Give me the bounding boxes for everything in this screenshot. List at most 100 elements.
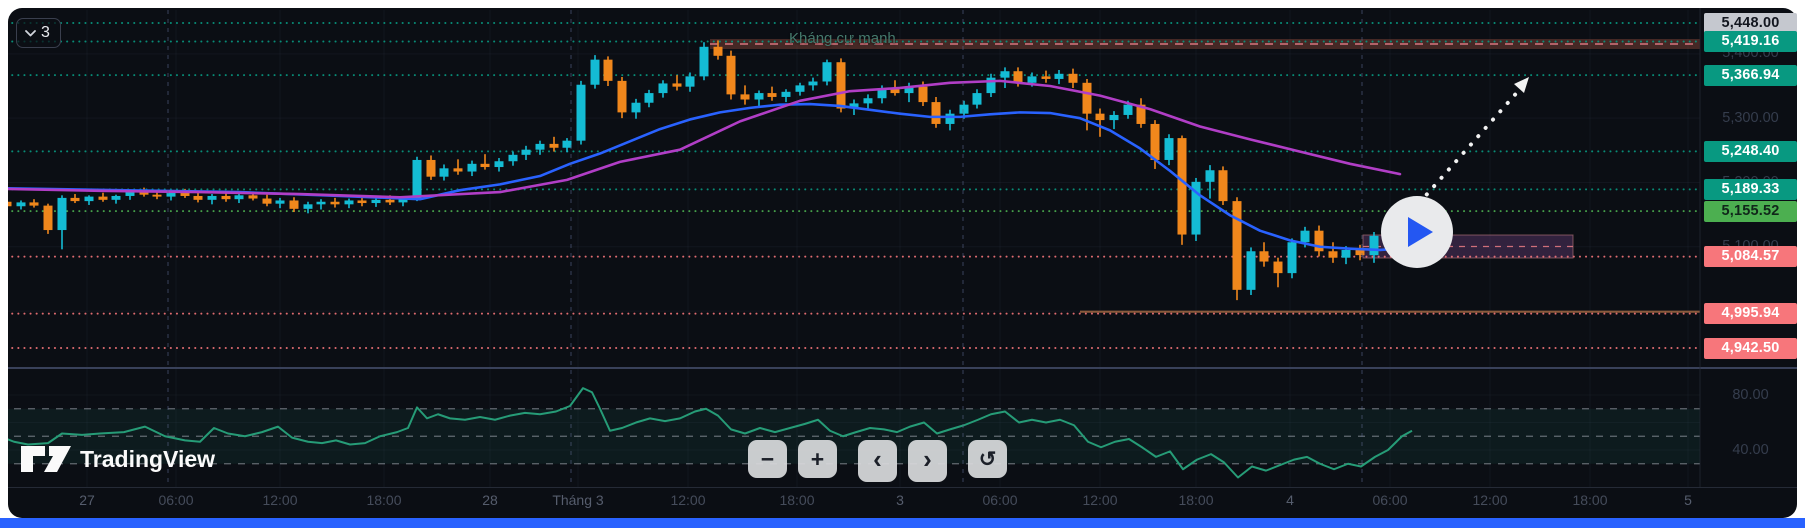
axis-price-label: 40.00 xyxy=(1732,441,1769,458)
candle xyxy=(1041,76,1051,79)
candle xyxy=(644,93,654,103)
time-axis-label: 4 xyxy=(1286,492,1294,508)
candle xyxy=(863,98,873,104)
candle xyxy=(890,89,900,94)
candle xyxy=(57,197,67,231)
candle xyxy=(658,83,668,94)
candle xyxy=(248,195,258,199)
candle xyxy=(43,205,53,231)
candle xyxy=(193,195,203,200)
candle xyxy=(1369,235,1379,256)
candle xyxy=(1136,104,1146,124)
candle xyxy=(1191,181,1201,235)
candle xyxy=(1000,71,1010,78)
candle xyxy=(275,200,285,204)
candle xyxy=(904,86,914,94)
candle xyxy=(166,192,176,197)
candle xyxy=(1218,170,1228,202)
chevron-left-icon: ‹ xyxy=(873,443,882,474)
candle xyxy=(986,77,996,94)
replay-play-button[interactable] xyxy=(1381,196,1453,268)
candle xyxy=(1205,170,1215,182)
candle xyxy=(1300,230,1310,243)
time-axis-label: 12:00 xyxy=(262,492,298,508)
time-axis-label: 5 xyxy=(1684,492,1692,508)
candle xyxy=(1068,73,1078,83)
candle xyxy=(1150,123,1160,160)
price-level-label: 5,248.40 xyxy=(1704,140,1797,162)
candle xyxy=(139,191,149,195)
candle xyxy=(590,59,600,85)
zoom-in-button[interactable]: + xyxy=(798,440,837,478)
candle xyxy=(877,89,887,99)
interval-label: 3 xyxy=(41,24,50,41)
candle xyxy=(754,93,764,100)
candle xyxy=(426,159,436,177)
candle xyxy=(1246,251,1256,290)
candle xyxy=(125,191,135,196)
reset-chart-button[interactable]: ↺ xyxy=(968,440,1007,478)
candle xyxy=(480,163,490,168)
candle xyxy=(808,81,818,86)
candle xyxy=(1123,104,1133,115)
time-axis-label: 18:00 xyxy=(1178,492,1214,508)
candle xyxy=(98,196,108,200)
candles[interactable] xyxy=(3,40,1406,301)
candle xyxy=(16,202,26,207)
candle xyxy=(617,80,627,113)
chevron-down-icon xyxy=(25,29,36,36)
candle xyxy=(1027,76,1037,83)
candle xyxy=(918,86,928,103)
candle xyxy=(344,200,354,205)
candle xyxy=(521,149,531,155)
candle xyxy=(631,102,641,113)
time-axis-label: 18:00 xyxy=(1572,492,1608,508)
candle xyxy=(931,102,941,124)
time-axis-label: Tháng 3 xyxy=(552,492,604,508)
arrowhead-icon xyxy=(1514,77,1529,93)
time-axis-label: 18:00 xyxy=(779,492,815,508)
rsi-line xyxy=(8,387,1413,479)
candle xyxy=(316,201,326,205)
tradingview-watermark[interactable]: TradingView xyxy=(20,442,260,474)
candle xyxy=(945,113,955,124)
scroll-left-button[interactable]: ‹ xyxy=(858,440,897,482)
price-level-label: 5,448.00 xyxy=(1704,12,1797,34)
chevron-right-icon: › xyxy=(923,443,932,474)
candle xyxy=(603,59,613,81)
candle xyxy=(836,62,846,109)
candle xyxy=(549,143,559,148)
interval-button[interactable]: 3 xyxy=(16,18,61,48)
price-level-label: 5,366.94 xyxy=(1704,64,1797,86)
candle xyxy=(1341,249,1351,258)
tradingview-logo-text: TradingView xyxy=(80,446,215,472)
candle xyxy=(207,195,217,200)
price-level-label: 5,155.52 xyxy=(1704,200,1797,222)
candle xyxy=(562,140,572,148)
candle xyxy=(29,202,39,206)
candle xyxy=(1164,138,1174,160)
candle xyxy=(1095,113,1105,121)
candle xyxy=(672,83,682,87)
candle xyxy=(467,163,477,172)
candle xyxy=(699,46,709,77)
candle xyxy=(767,93,777,97)
zoom-out-button[interactable]: − xyxy=(748,440,787,478)
time-axis-label: 18:00 xyxy=(366,492,402,508)
candle xyxy=(822,62,832,82)
candle xyxy=(849,103,859,109)
candle xyxy=(494,161,504,168)
time-axis-label: 12:00 xyxy=(1472,492,1508,508)
moving-average-line xyxy=(8,102,1402,252)
tradingview-logo-icon xyxy=(21,446,71,472)
time-axis-label: 3 xyxy=(896,492,904,508)
time-axis-label: 12:00 xyxy=(670,492,706,508)
candle xyxy=(70,197,80,202)
browser-accent-bar xyxy=(0,518,1805,528)
candle xyxy=(713,46,723,56)
candle xyxy=(972,93,982,105)
price-level-label: 5,084.57 xyxy=(1704,246,1797,268)
play-icon xyxy=(1408,217,1433,247)
scroll-right-button[interactable]: › xyxy=(908,440,947,482)
